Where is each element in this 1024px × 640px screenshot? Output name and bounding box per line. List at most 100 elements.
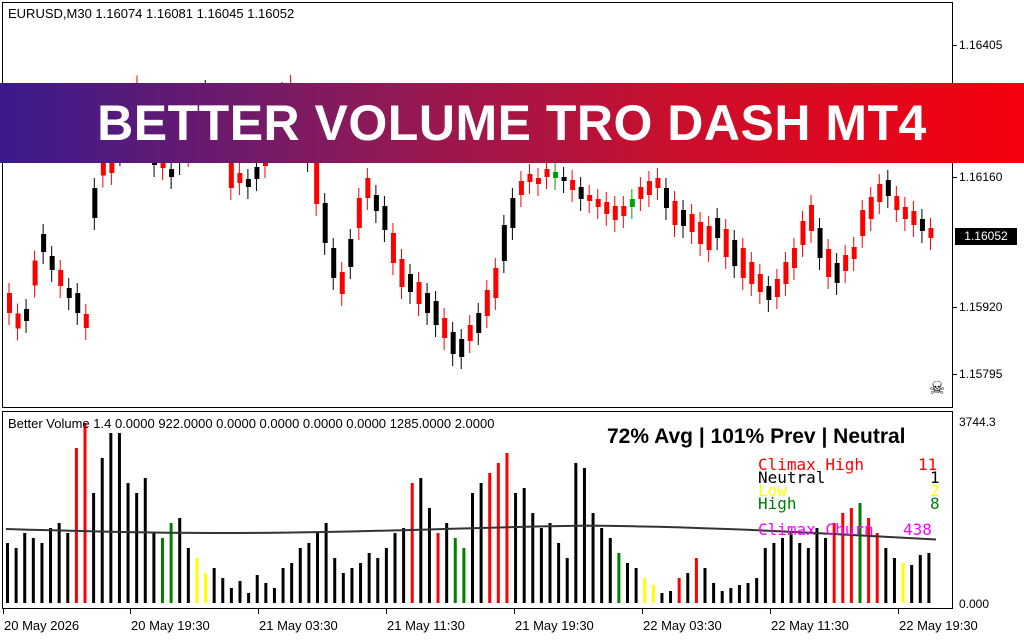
- candle-body: [723, 229, 729, 257]
- volume-bar: [23, 533, 27, 603]
- volume-bar: [298, 548, 302, 603]
- candle-body: [476, 313, 482, 333]
- volume-bar: [436, 533, 440, 603]
- candle-body: [322, 203, 328, 243]
- legend-label: Neutral: [758, 468, 826, 487]
- candle-body: [501, 225, 507, 261]
- volume-bar: [57, 523, 61, 603]
- candle-body: [160, 158, 166, 168]
- time-label: 21 May 19:30: [515, 618, 594, 633]
- candle-body: [817, 228, 823, 258]
- volume-bar: [694, 558, 698, 603]
- candle-body: [638, 187, 644, 199]
- volume-bar: [617, 553, 621, 603]
- volume-bar: [686, 573, 690, 603]
- volume-bar: [272, 588, 276, 603]
- candle-body: [484, 290, 490, 316]
- volume-summary: 72% Avg | 101% Prev | Neutral: [607, 425, 906, 448]
- legend-label: High: [758, 494, 797, 513]
- candle-body: [66, 288, 72, 298]
- indicator-header: Better Volume 1.4 0.0000 922.0000 0.0000…: [8, 416, 495, 431]
- candle-body: [92, 188, 98, 218]
- volume-bar: [884, 548, 888, 603]
- candle-body: [32, 260, 38, 286]
- candle-body: [732, 240, 738, 266]
- candle-body: [834, 263, 840, 283]
- volume-average-line: [5, 524, 937, 541]
- candle-body: [339, 272, 345, 294]
- volume-bar: [737, 585, 741, 603]
- time-label: 20 May 2026: [4, 618, 80, 633]
- volume-bar: [126, 483, 130, 603]
- volume-bar: [806, 548, 810, 603]
- volume-bar: [772, 543, 776, 603]
- candle-body: [774, 279, 780, 297]
- volume-bar: [445, 523, 449, 603]
- volume-bar: [178, 518, 182, 603]
- current-price-badge: 1.16052: [955, 228, 1017, 245]
- candle-body: [390, 233, 396, 263]
- legend-low: Low 2: [758, 481, 940, 500]
- volume-axis-bottom: 0.000: [959, 597, 990, 611]
- volume-bar: [651, 585, 655, 603]
- candle-body: [621, 206, 627, 216]
- candle-body: [919, 219, 925, 231]
- candle-body: [408, 274, 414, 292]
- legend-high: High 8: [758, 494, 940, 513]
- candle-body: [561, 177, 567, 181]
- volume-bar: [574, 463, 578, 603]
- candle-body: [553, 172, 559, 178]
- volume-bar: [531, 513, 535, 603]
- candle-body: [49, 256, 55, 270]
- volume-bar: [229, 588, 233, 603]
- candle-body: [783, 262, 789, 284]
- price-chart-panel[interactable]: [2, 2, 953, 408]
- candle-body: [851, 247, 857, 259]
- candle-body: [706, 226, 712, 250]
- candle-body: [254, 167, 260, 179]
- candle-body: [740, 248, 746, 278]
- volume-bar: [367, 553, 371, 603]
- candle-body: [663, 188, 669, 208]
- volume-bar: [135, 493, 139, 603]
- volume-bar: [824, 538, 828, 603]
- volume-bar: [901, 563, 905, 603]
- volume-indicator-panel[interactable]: [2, 411, 953, 609]
- candle-body: [510, 198, 516, 228]
- candle-body: [493, 268, 499, 298]
- banner-title: BETTER VOLUME TRO DASH MT4: [97, 95, 927, 151]
- candle-body: [169, 169, 175, 177]
- volume-bar: [763, 548, 767, 603]
- volume-bar: [247, 593, 251, 603]
- volume-bar: [74, 448, 78, 603]
- volume-bar: [66, 533, 70, 603]
- volume-bar: [109, 433, 113, 603]
- candle-body: [527, 174, 533, 182]
- volume-bar: [341, 573, 345, 603]
- time-label: 22 May 03:30: [643, 618, 722, 633]
- candle-body: [245, 179, 251, 187]
- volume-bar: [927, 553, 931, 603]
- candle-body: [41, 234, 47, 252]
- volume-bar: [514, 493, 518, 603]
- volume-bar: [910, 565, 914, 603]
- candle-body: [928, 228, 934, 238]
- legend-value: 2: [930, 481, 940, 500]
- volume-bar: [479, 483, 483, 603]
- candle-body: [314, 162, 320, 204]
- skull-icon: ☠: [929, 378, 946, 398]
- candle-body: [689, 214, 695, 232]
- volume-bar: [290, 563, 294, 603]
- volume-bar: [143, 478, 147, 603]
- volume-histogram: [5, 423, 937, 603]
- candle-body: [826, 249, 832, 277]
- volume-bar: [117, 433, 121, 603]
- candle-body: [902, 207, 908, 219]
- volume-bar: [316, 533, 319, 603]
- candle-body: [672, 201, 678, 225]
- candle-body: [518, 181, 524, 195]
- legend-neutral: Neutral 1: [758, 468, 940, 487]
- candle-body: [604, 202, 610, 214]
- candle-body: [894, 196, 900, 210]
- legend-label: Climax High: [758, 455, 864, 474]
